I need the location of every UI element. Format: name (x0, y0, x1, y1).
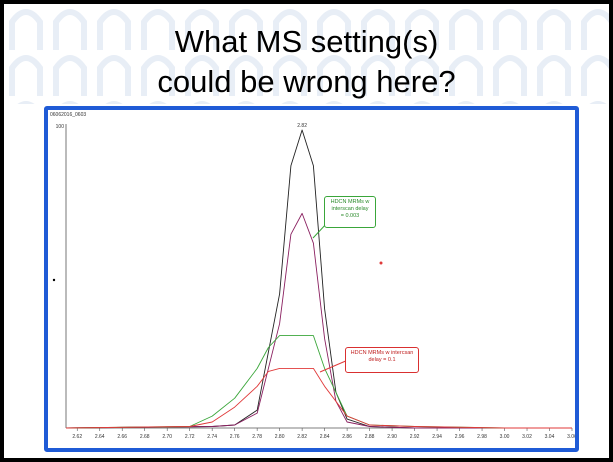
x-tick-label: 2.68 (140, 434, 150, 440)
x-tick-label: 2.90 (387, 434, 397, 440)
x-tick-label: 2.78 (252, 434, 262, 440)
annotation-red: HDCN MRMs w intercsan delay = 0.1 (345, 347, 419, 373)
x-tick-label: 2.86 (342, 434, 352, 440)
x-tick-label: 2.80 (275, 434, 285, 440)
series-line-4 (65, 367, 572, 429)
x-tick-label: 2.62 (72, 434, 82, 440)
annotation-red-line-1: HDCN MRMs w intercsan (350, 350, 414, 356)
callout-red-pointer (319, 359, 349, 373)
x-tick-label: 3.04 (545, 434, 555, 440)
x-tick-label: 3.06 (567, 434, 575, 440)
series-line-3 (65, 335, 572, 429)
chart-series (65, 129, 572, 429)
x-tick-label: 2.82 (297, 434, 307, 440)
series-line-2 (65, 212, 572, 429)
stray-marker (379, 261, 383, 265)
x-tick-label: 2.88 (365, 434, 375, 440)
x-tick-label: 2.66 (117, 434, 127, 440)
annotation-green-line-2: interscan delay (331, 206, 369, 212)
x-tick-label: 2.94 (432, 434, 442, 440)
axis-marker (52, 278, 56, 282)
chart-axes (65, 124, 572, 429)
x-tick-label: 2.74 (207, 434, 217, 440)
x-tick-label: 2.92 (410, 434, 420, 440)
x-axis-ticks: 2.62 2.64 2.66 2.68 2.70 2.72 2.74 2.76 2.78 2.80… (72, 428, 575, 440)
y-axis-top-label: 100 (56, 124, 65, 130)
x-tick-label: 2.72 (185, 434, 195, 440)
peak-label: 2.82 (297, 123, 307, 129)
x-tick-label: 2.76 (230, 434, 240, 440)
chromatogram-chart: 2.62 2.64 2.66 2.68 2.70 2.72 2.74 2.76 2.78 2.80… (52, 123, 575, 440)
file-label: 06062016_0603 (50, 112, 87, 118)
annotation-red-line-2: delay = 0.1 (368, 357, 396, 363)
slide-title: What MS setting(s) could be wrong here? (4, 22, 609, 102)
slide: What MS setting(s) could be wrong here? … (4, 4, 609, 458)
slide-background-pattern (4, 4, 609, 104)
x-tick-label: 3.00 (500, 434, 510, 440)
annotation-green: HDCN MRMs w interscan delay = 0.003 (324, 196, 376, 228)
slide-title-line-2: could be wrong here? (157, 64, 456, 99)
slide-title-line-1: What MS setting(s) (174, 24, 439, 59)
chromatogram-frame: 06062016_0603 2.62 2.64 2.66 2.68 2.70 2.72 2.… (44, 106, 579, 452)
x-tick-label: 2.96 (455, 434, 465, 440)
series-line-1 (65, 129, 572, 429)
annotation-green-line-3: = 0.003 (340, 213, 360, 219)
x-tick-label: 3.02 (522, 434, 532, 440)
annotation-green-line-1: HDCN MRMs w (330, 199, 370, 205)
x-tick-label: 2.84 (320, 434, 330, 440)
x-tick-label: 2.64 (95, 434, 105, 440)
x-tick-label: 2.70 (162, 434, 172, 440)
x-tick-label: 2.98 (477, 434, 487, 440)
